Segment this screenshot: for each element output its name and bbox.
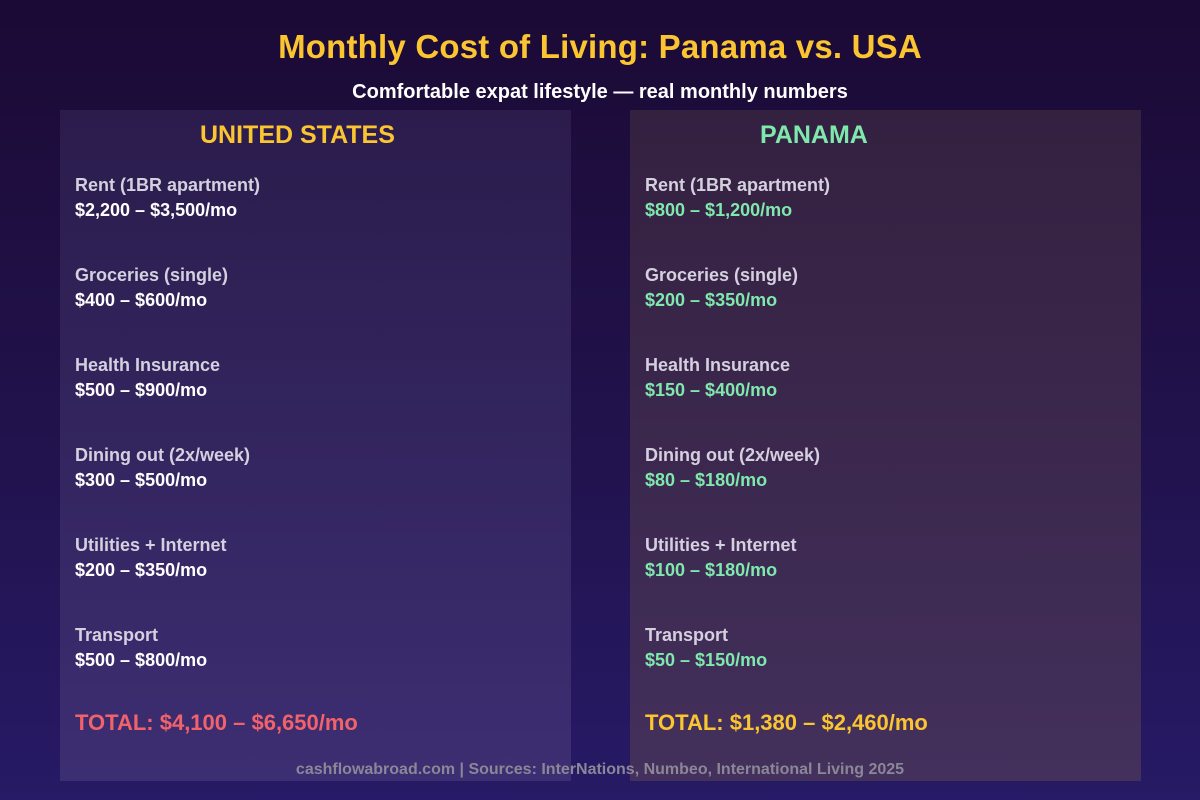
item-value: $150 – $400/mo [645, 380, 778, 400]
usa-panel: UNITED STATES Rent (1BR apartment) $2,20… [60, 110, 571, 781]
item-label: Utilities + Internet [75, 535, 227, 555]
item-label: Groceries (single) [75, 265, 229, 285]
item-label: Health Insurance [75, 355, 221, 375]
item-label: Utilities + Internet [645, 535, 797, 555]
item-value: $500 – $800/mo [75, 650, 208, 670]
item-value: $500 – $900/mo [75, 380, 208, 400]
item-label: Transport [75, 625, 159, 645]
usa-heading: UNITED STATES [200, 121, 395, 149]
item-value: $200 – $350/mo [645, 290, 778, 310]
panama-item-dining-out: Dining out (2x/week) $80 – $180/mo [645, 444, 820, 491]
page-subtitle: Comfortable expat lifestyle — real month… [352, 81, 848, 103]
usa-item-groceries: Groceries (single) $400 – $600/mo [75, 264, 228, 311]
panama-item-groceries: Groceries (single) $200 – $350/mo [645, 264, 798, 311]
item-label: Groceries (single) [645, 265, 799, 285]
source-footer: cashflowabroad.com | Sources: InterNatio… [295, 761, 905, 778]
usa-item-rent: Rent (1BR apartment) $2,200 – $3,500/mo [75, 174, 260, 221]
panama-item-utilities: Utilities + Internet $100 – $180/mo [645, 534, 797, 581]
panama-item-transport: Transport $50 – $150/mo [645, 624, 767, 671]
item-value: $200 – $350/mo [75, 560, 208, 580]
item-value: $800 – $1,200/mo [645, 200, 793, 220]
item-label: Transport [645, 625, 729, 645]
item-label: Rent (1BR apartment) [645, 175, 831, 195]
item-value: $300 – $500/mo [75, 470, 208, 490]
item-value: $50 – $150/mo [645, 650, 768, 670]
item-label: Dining out (2x/week) [75, 445, 251, 465]
item-value: $400 – $600/mo [75, 290, 208, 310]
item-label: Health Insurance [645, 355, 791, 375]
item-value: $100 – $180/mo [645, 560, 778, 580]
item-label: Dining out (2x/week) [645, 445, 821, 465]
page-title: Monthly Cost of Living: Panama vs. USA [278, 28, 922, 65]
panama-panel: PANAMA Rent (1BR apartment) $800 – $1,20… [630, 110, 1141, 781]
usa-item-dining-out: Dining out (2x/week) $300 – $500/mo [75, 444, 250, 491]
item-value: $80 – $180/mo [645, 470, 768, 490]
usa-item-transport: Transport $500 – $800/mo [75, 624, 207, 671]
item-value: $2,200 – $3,500/mo [75, 200, 238, 220]
panama-item-health-insurance: Health Insurance $150 – $400/mo [645, 354, 790, 401]
usa-item-health-insurance: Health Insurance $500 – $900/mo [75, 354, 220, 401]
usa-total: TOTAL: $4,100 – $6,650/mo [75, 710, 358, 735]
usa-item-utilities: Utilities + Internet $200 – $350/mo [75, 534, 227, 581]
item-label: Rent (1BR apartment) [75, 175, 261, 195]
panama-heading: PANAMA [760, 121, 868, 149]
panama-total: TOTAL: $1,380 – $2,460/mo [645, 710, 928, 735]
panama-item-rent: Rent (1BR apartment) $800 – $1,200/mo [645, 174, 830, 221]
